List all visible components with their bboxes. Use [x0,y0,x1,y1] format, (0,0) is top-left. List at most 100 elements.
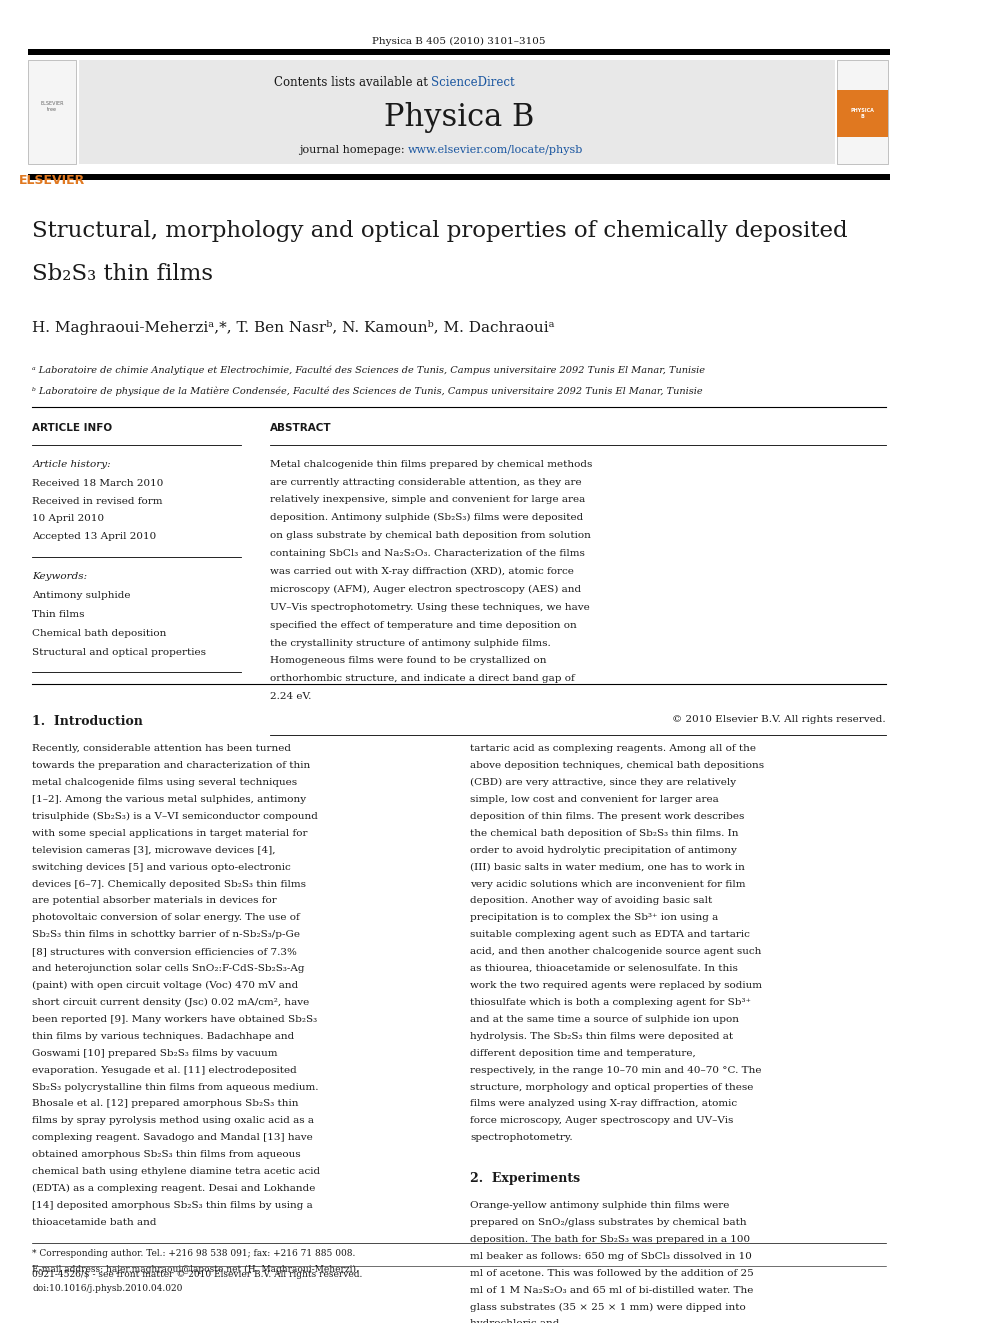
Text: Physica B 405 (2010) 3101–3105: Physica B 405 (2010) 3101–3105 [372,37,546,46]
Text: devices [6–7]. Chemically deposited Sb₂S₃ thin films: devices [6–7]. Chemically deposited Sb₂S… [33,880,307,889]
Text: deposition. Another way of avoiding basic salt: deposition. Another way of avoiding basi… [470,897,712,905]
Text: thioacetamide bath and: thioacetamide bath and [33,1218,157,1226]
Text: Received in revised form: Received in revised form [33,496,163,505]
Text: Antimony sulphide: Antimony sulphide [33,591,131,601]
Text: switching devices [5] and various opto-electronic: switching devices [5] and various opto-e… [33,863,291,872]
Text: tartaric acid as complexing reagents. Among all of the: tartaric acid as complexing reagents. Am… [470,744,756,753]
Text: television cameras [3], microwave devices [4],: television cameras [3], microwave device… [33,845,276,855]
Text: orthorhombic structure, and indicate a direct band gap of: orthorhombic structure, and indicate a d… [270,675,575,684]
Text: H. Maghraoui-Meherziᵃ,*, T. Ben Nasrᵇ, N. Kamounᵇ, M. Dachraouiᵃ: H. Maghraoui-Meherziᵃ,*, T. Ben Nasrᵇ, N… [33,320,555,335]
Text: trisulphide (Sb₂S₃) is a V–VI semiconductor compound: trisulphide (Sb₂S₃) is a V–VI semiconduc… [33,812,318,822]
Text: Thin films: Thin films [33,610,85,619]
Bar [78,60,834,164]
Text: (III) basic salts in water medium, one has to work in: (III) basic salts in water medium, one h… [470,863,745,872]
Text: ᵃ Laboratoire de chimie Analytique et Electrochimie, Faculté des Sciences de Tun: ᵃ Laboratoire de chimie Analytique et El… [33,365,705,376]
Text: Physica B: Physica B [384,102,535,132]
Text: respectively, in the range 10–70 min and 40–70 °C. The: respectively, in the range 10–70 min and… [470,1065,762,1074]
Text: short circuit current density (Jsc) 0.02 mA/cm², have: short circuit current density (Jsc) 0.02… [33,998,310,1007]
Text: 10 April 2010: 10 April 2010 [33,515,104,524]
Text: ᵇ Laboratoire de physique de la Matière Condensée, Faculté des Sciences de Tunis: ᵇ Laboratoire de physique de la Matière … [33,386,703,396]
Text: simple, low cost and convenient for larger area: simple, low cost and convenient for larg… [470,795,719,804]
Text: films by spray pyrolysis method using oxalic acid as a: films by spray pyrolysis method using ox… [33,1117,314,1126]
Text: (EDTA) as a complexing reagent. Desai and Lokhande: (EDTA) as a complexing reagent. Desai an… [33,1184,315,1193]
Text: very acidic solutions which are inconvenient for film: very acidic solutions which are inconven… [470,880,746,889]
Text: hydrochloric and: hydrochloric and [470,1319,559,1323]
Text: photovoltaic conversion of solar energy. The use of: photovoltaic conversion of solar energy.… [33,913,301,922]
Text: Article history:: Article history: [33,459,111,468]
Bar [28,60,75,164]
Text: Recently, considerable attention has been turned: Recently, considerable attention has bee… [33,744,292,753]
Text: ml of acetone. This was followed by the addition of 25: ml of acetone. This was followed by the … [470,1269,754,1278]
Text: Homogeneous films were found to be crystallized on: Homogeneous films were found to be cryst… [270,656,547,665]
Bar [28,173,890,180]
Text: are potential absorber materials in devices for: are potential absorber materials in devi… [33,897,277,905]
Text: 1.  Introduction: 1. Introduction [33,714,143,728]
Text: E-mail address: hajer.maghraoui@laposte.net (H. Maghraoui-Meherzi).: E-mail address: hajer.maghraoui@laposte.… [33,1265,359,1274]
Text: ml beaker as follows: 650 mg of SbCl₃ dissolved in 10: ml beaker as follows: 650 mg of SbCl₃ di… [470,1252,752,1261]
Text: Orange-yellow antimony sulphide thin films were: Orange-yellow antimony sulphide thin fil… [470,1201,729,1211]
Text: thiosulfate which is both a complexing agent for Sb³⁺: thiosulfate which is both a complexing a… [470,998,751,1007]
Text: relatively inexpensive, simple and convenient for large area: relatively inexpensive, simple and conve… [270,495,585,504]
Text: Structural and optical properties: Structural and optical properties [33,648,206,658]
Text: Contents lists available at: Contents lists available at [274,77,432,89]
Text: ml of 1 M Na₂S₂O₃ and 65 ml of bi-distilled water. The: ml of 1 M Na₂S₂O₃ and 65 ml of bi-distil… [470,1286,754,1295]
Text: the crystallinity structure of antimony sulphide films.: the crystallinity structure of antimony … [270,639,551,647]
Text: evaporation. Yesugade et al. [11] electrodeposited: evaporation. Yesugade et al. [11] electr… [33,1065,298,1074]
Text: complexing reagent. Savadogo and Mandal [13] have: complexing reagent. Savadogo and Mandal … [33,1134,313,1142]
Text: ARTICLE INFO: ARTICLE INFO [33,423,112,434]
Bar [836,90,888,136]
Text: thin films by various techniques. Badachhape and: thin films by various techniques. Badach… [33,1032,295,1041]
Text: Metal chalcogenide thin films prepared by chemical methods: Metal chalcogenide thin films prepared b… [270,459,592,468]
Text: deposition of thin films. The present work describes: deposition of thin films. The present wo… [470,812,745,820]
Text: Accepted 13 April 2010: Accepted 13 April 2010 [33,532,157,541]
Text: force microscopy, Auger spectroscopy and UV–Vis: force microscopy, Auger spectroscopy and… [470,1117,733,1126]
Text: deposition. The bath for Sb₂S₃ was prepared in a 100: deposition. The bath for Sb₂S₃ was prepa… [470,1234,750,1244]
Bar [28,49,890,54]
Text: specified the effect of temperature and time deposition on: specified the effect of temperature and … [270,620,577,630]
Text: PHYSICA
B: PHYSICA B [850,108,874,119]
Text: hydrolysis. The Sb₂S₃ thin films were deposited at: hydrolysis. The Sb₂S₃ thin films were de… [470,1032,733,1041]
Text: UV–Vis spectrophotometry. Using these techniques, we have: UV–Vis spectrophotometry. Using these te… [270,603,590,611]
Text: [8] structures with conversion efficiencies of 7.3%: [8] structures with conversion efficienc… [33,947,298,957]
Text: Sb₂S₃ thin films: Sb₂S₃ thin films [33,263,213,284]
Text: deposition. Antimony sulphide (Sb₂S₃) films were deposited: deposition. Antimony sulphide (Sb₂S₃) fi… [270,513,583,523]
Text: the chemical bath deposition of Sb₂S₃ thin films. In: the chemical bath deposition of Sb₂S₃ th… [470,828,739,837]
Text: chemical bath using ethylene diamine tetra acetic acid: chemical bath using ethylene diamine tet… [33,1167,320,1176]
Text: spectrophotometry.: spectrophotometry. [470,1134,572,1142]
Text: Sb₂S₃ thin films in schottky barrier of n-Sb₂S₃/p-Ge: Sb₂S₃ thin films in schottky barrier of … [33,930,301,939]
Text: structure, morphology and optical properties of these: structure, morphology and optical proper… [470,1082,754,1091]
Text: microscopy (AFM), Auger electron spectroscopy (AES) and: microscopy (AFM), Auger electron spectro… [270,585,581,594]
Text: journal homepage:: journal homepage: [299,144,408,155]
Text: © 2010 Elsevier B.V. All rights reserved.: © 2010 Elsevier B.V. All rights reserved… [672,714,886,724]
Text: been reported [9]. Many workers have obtained Sb₂S₃: been reported [9]. Many workers have obt… [33,1015,317,1024]
Text: are currently attracting considerable attention, as they are: are currently attracting considerable at… [270,478,582,487]
Text: suitable complexing agent such as EDTA and tartaric: suitable complexing agent such as EDTA a… [470,930,750,939]
Text: containing SbCl₃ and Na₂S₂O₃. Characterization of the films: containing SbCl₃ and Na₂S₂O₃. Characteri… [270,549,585,558]
Text: prepared on SnO₂/glass substrates by chemical bath: prepared on SnO₂/glass substrates by che… [470,1218,747,1226]
Text: Sb₂S₃ polycrystalline thin films from aqueous medium.: Sb₂S₃ polycrystalline thin films from aq… [33,1082,318,1091]
Text: as thiourea, thioacetamide or selenosulfate. In this: as thiourea, thioacetamide or selenosulf… [470,964,738,974]
Text: 2.  Experiments: 2. Experiments [470,1172,580,1184]
Text: and heterojunction solar cells SnO₂:F-CdS-Sb₂S₃-Ag: and heterojunction solar cells SnO₂:F-Cd… [33,964,305,974]
Text: glass substrates (35 × 25 × 1 mm) were dipped into: glass substrates (35 × 25 × 1 mm) were d… [470,1303,746,1311]
Text: films were analyzed using X-ray diffraction, atomic: films were analyzed using X-ray diffract… [470,1099,737,1109]
Text: Chemical bath deposition: Chemical bath deposition [33,630,167,638]
Text: order to avoid hydrolytic precipitation of antimony: order to avoid hydrolytic precipitation … [470,845,737,855]
Text: www.elsevier.com/locate/physb: www.elsevier.com/locate/physb [408,144,583,155]
Text: different deposition time and temperature,: different deposition time and temperatur… [470,1049,695,1057]
Bar [836,60,888,164]
Text: was carried out with X-ray diffraction (XRD), atomic force: was carried out with X-ray diffraction (… [270,568,574,576]
Text: * Corresponding author. Tel.: +216 98 538 091; fax: +216 71 885 008.: * Corresponding author. Tel.: +216 98 53… [33,1249,356,1258]
Text: work the two required agents were replaced by sodium: work the two required agents were replac… [470,982,762,990]
Text: acid, and then another chalcogenide source agent such: acid, and then another chalcogenide sour… [470,947,762,957]
Text: 0921-4526/$ - see front matter © 2010 Elsevier B.V. All rights reserved.: 0921-4526/$ - see front matter © 2010 El… [33,1270,363,1279]
Text: Structural, morphology and optical properties of chemically deposited: Structural, morphology and optical prope… [33,220,848,242]
Text: [14] deposited amorphous Sb₂S₃ thin films by using a: [14] deposited amorphous Sb₂S₃ thin film… [33,1201,313,1211]
Text: ELSEVIER
tree: ELSEVIER tree [41,102,64,112]
Text: doi:10.1016/j.physb.2010.04.020: doi:10.1016/j.physb.2010.04.020 [33,1283,183,1293]
Text: Received 18 March 2010: Received 18 March 2010 [33,479,164,488]
Text: ABSTRACT: ABSTRACT [270,423,332,434]
Text: obtained amorphous Sb₂S₃ thin films from aqueous: obtained amorphous Sb₂S₃ thin films from… [33,1150,301,1159]
Text: 2.24 eV.: 2.24 eV. [270,692,311,701]
Text: ELSEVIER: ELSEVIER [19,175,85,187]
